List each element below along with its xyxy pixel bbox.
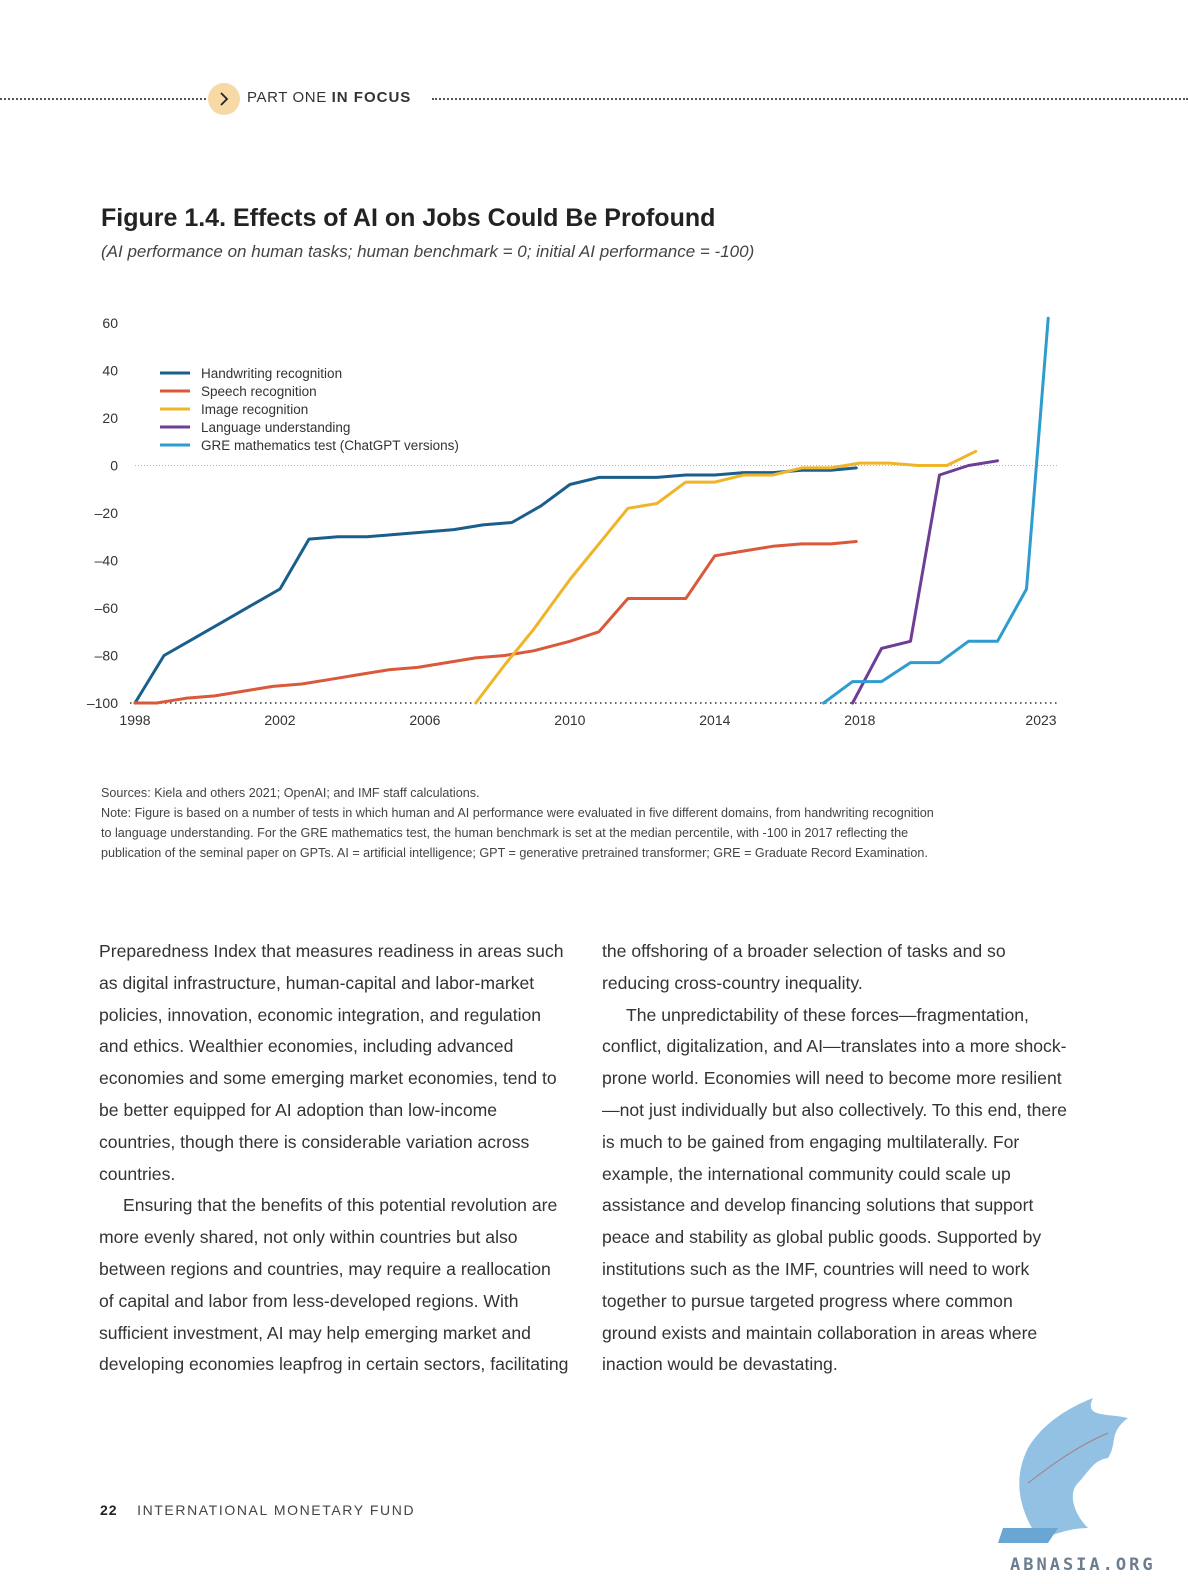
y-tick-label: –100: [87, 695, 118, 711]
y-tick-label: –60: [95, 600, 119, 616]
y-tick-label: 0: [110, 458, 118, 474]
watermark-griffin-logo: [998, 1398, 1128, 1543]
legend-label: Language understanding: [201, 420, 350, 435]
series-line-speech-recognition: [133, 540, 858, 705]
figure-note-line: to language understanding. For the GRE m…: [101, 826, 909, 840]
x-tick-label: 2002: [264, 712, 295, 728]
figure-sources: Sources: Kiela and others 2021; OpenAI; …: [101, 786, 480, 800]
section-prefix: PART ONE: [247, 89, 327, 106]
legend-label: GRE mathematics test (ChatGPT versions): [201, 438, 459, 453]
y-tick-label: –20: [95, 505, 119, 521]
y-tick-label: –80: [95, 648, 119, 664]
header-dotted-rule-right: [432, 98, 1188, 100]
series-line-handwriting-recognition: [133, 466, 858, 705]
figure-subtitle: (AI performance on human tasks; human be…: [101, 242, 755, 261]
section-emphasis: IN FOCUS: [331, 89, 412, 106]
body-column-right: the offshoring of a broader selection of…: [602, 936, 1072, 1381]
x-tick-label: 2018: [844, 712, 875, 728]
legend-label: Handwriting recognition: [201, 366, 342, 381]
body-paragraph: Preparedness Index that measures readine…: [99, 941, 564, 1184]
x-tick-label: 1998: [119, 712, 150, 728]
chevron-right-icon: [208, 83, 240, 115]
series-line-image-recognition: [474, 449, 978, 705]
publisher-name: INTERNATIONAL MONETARY FUND: [137, 1502, 416, 1518]
y-tick-label: 60: [102, 315, 118, 331]
figure-note-line: Note: Figure is based on a number of tes…: [101, 806, 934, 820]
series-line-language-understanding: [851, 459, 999, 705]
y-tick-label: 20: [102, 410, 118, 426]
section-header: PART ONE IN FOCUS: [247, 89, 411, 106]
watermark-text: ABNASIA.ORG: [1010, 1555, 1156, 1575]
legend-label: Speech recognition: [201, 384, 317, 399]
series-line-gre-mathematics-test-chatgpt-versions: [822, 316, 1050, 705]
body-paragraph: The unpredictability of these forces—fra…: [602, 1004, 1067, 1375]
figure-note-line: publication of the seminal paper on GPTs…: [101, 846, 928, 860]
y-tick-label: 40: [102, 363, 118, 379]
body-paragraph: the offshoring of a broader selection of…: [602, 941, 1006, 993]
x-tick-label: 2006: [409, 712, 440, 728]
body-column-left: Preparedness Index that measures readine…: [99, 936, 569, 1381]
x-tick-label: 2010: [554, 712, 585, 728]
y-tick-label: –40: [95, 553, 119, 569]
header-dotted-rule-left: [0, 98, 206, 100]
page-footer: 22 INTERNATIONAL MONETARY FUND: [100, 1502, 415, 1518]
legend-label: Image recognition: [201, 402, 308, 417]
figure-title: Figure 1.4. Effects of AI on Jobs Could …: [101, 204, 716, 232]
body-paragraph: Ensuring that the benefits of this poten…: [99, 1195, 569, 1375]
x-tick-label: 2014: [699, 712, 730, 728]
page-number: 22: [100, 1502, 118, 1518]
figure-notes: Sources: Kiela and others 2021; OpenAI; …: [101, 783, 1061, 863]
x-tick-label: 2023: [1025, 712, 1056, 728]
